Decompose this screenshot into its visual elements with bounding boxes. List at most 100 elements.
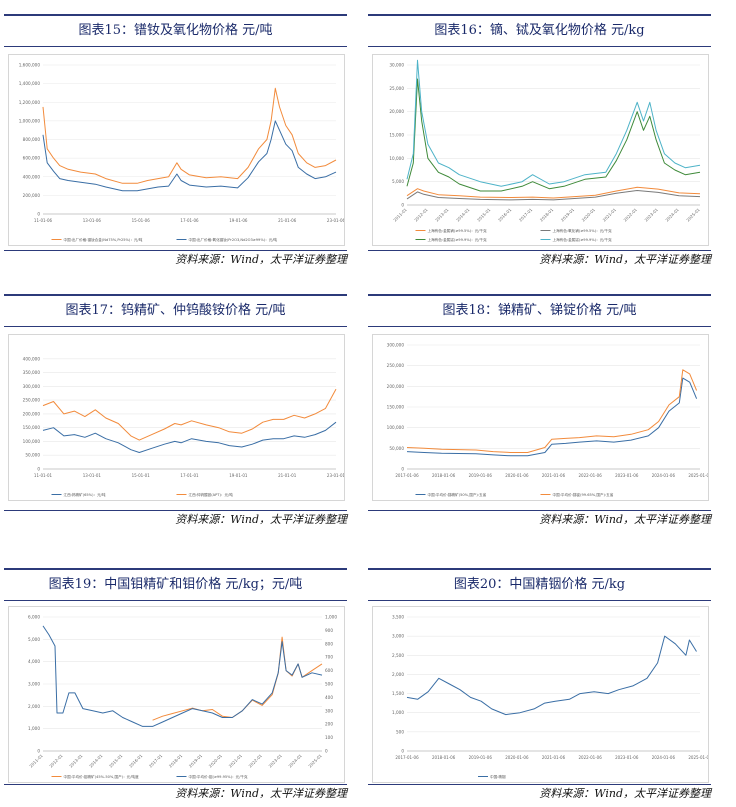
chart-box-16: 0 5,000 10,000 15,000 20,000 25,000 30,000 2011… [372,54,709,246]
y-tick-label: 1,000,000 [19,118,41,123]
legend-label: 中国:精铟 [490,774,506,779]
x-tick-label: 2015-01 [476,207,492,223]
x-tick-label: 2023-01-06 [615,755,639,760]
y-tick-label: 350,000 [23,370,41,375]
y-tick-label: 1,000 [28,726,40,731]
y-tick-label: 200,000 [23,411,41,416]
chart-16: 0 5,000 10,000 15,000 20,000 25,000 30,000 2011… [389,59,701,242]
chart-title-18: 图表18：锑精矿、锑锭价格 元/吨 [368,294,711,327]
y-tick-label: 400,000 [23,174,41,179]
y-tick-label: 20,000 [389,109,404,114]
x-tick-label: 2019-01-06 [469,755,493,760]
y-tick-label: 2,000 [392,672,404,677]
x-tick-label: 2013-01 [434,207,450,223]
series-line-0 [152,636,323,721]
x-tick-label: 2025-01 [307,753,323,769]
y-tick-label: 50,000 [25,453,40,458]
x-tick-label: 2025-01-06 [688,473,708,478]
y-tick-label: 2,500 [392,653,404,658]
y2-tick-label: 200 [325,722,333,727]
x-tick-label: 2013-01 [68,753,84,769]
series-line-1 [42,388,337,441]
x-tick-label: 2021-01-06 [542,755,566,760]
y-tick-label: 200,000 [23,193,41,198]
x-tick-label: 13-01-01 [83,473,102,478]
x-tick-label: 2024-01-06 [652,755,676,760]
chart-title-19: 图表19：中国钼精矿和钼价格 元/kg；元/吨 [4,568,347,601]
x-tick-label: 19-01-01 [229,473,248,478]
x-tick-label: 2016-01 [128,753,144,769]
x-tick-label: 23-01-01 [327,473,344,478]
y-tick-label: 0 [37,212,40,217]
y-tick-label: 400,000 [23,356,41,361]
x-tick-label: 21-01-06 [278,218,297,223]
x-tick-label: 2025-01-06 [688,755,708,760]
x-tick-label: 2014-01 [88,753,104,769]
legend-label: 上海有色:氧化镝(≥99.5%)：元/千克 [553,228,613,233]
y2-tick-label: 500 [325,682,333,687]
x-tick-label: 2022-01 [623,207,639,223]
y-tick-label: 3,500 [392,615,404,620]
x-tick-label: 2019-01-06 [469,473,493,478]
legend-label: 上海有色:金属铽(≥99.9%)：元/千克 [428,237,488,242]
y-tick-label: 0 [401,467,404,472]
y-tick-label: 30,000 [389,63,404,68]
y-tick-label: 200,000 [387,384,405,389]
chart-box-20: 0 500 1,000 1,500 2,000 2,500 3,000 3,500 2017-0… [372,606,709,783]
y-tick-label: 800,000 [23,137,41,142]
source-note-17: 资料来源：Wind，太平洋证券整理 [4,510,347,528]
y-tick-label: 10,000 [389,156,404,161]
chart-18: 0 50,000 100,000 150,000 200,000 250,000 300,0… [387,343,708,498]
chart-box-15: 0 200,000 400,000 600,000 800,000 1,000,000 1,… [8,54,345,246]
chart-title-17: 图表17：钨精矿、仲钨酸铵价格 元/吨 [4,294,347,327]
series-line-2 [406,78,701,192]
x-tick-label: 2021-01-06 [542,473,566,478]
x-tick-label: 2017-01-06 [395,755,419,760]
x-tick-label: 11-01-01 [34,473,53,478]
chart-17: 0 50,000 100,000 150,000 200,000 250,000 300,0… [23,356,344,497]
x-tick-label: 2025-01 [685,207,701,223]
x-tick-label: 2018-01 [168,753,184,769]
y-tick-label: 1,500 [392,691,404,696]
x-tick-label: 2020-01 [208,753,224,769]
x-tick-label: 2022-01-06 [579,755,603,760]
legend-label: 中国:出厂价格:镨钕合金(Nd75%,Pr25%)：元/吨 [64,237,143,242]
y-tick-label: 2,000 [28,704,40,709]
y-tick-label: 1,000 [392,710,404,715]
x-tick-label: 2011-01 [392,207,408,223]
y-tick-label: 0 [37,467,40,472]
y2-tick-label: 800 [325,641,333,646]
x-tick-label: 2017-01-06 [395,473,419,478]
y-tick-label: 250,000 [23,398,41,403]
y-tick-label: 100,000 [387,425,405,430]
series-line-1 [42,120,337,192]
y2-tick-label: 700 [325,655,333,660]
legend-label: 中国:平均价:锑精矿(50%,国产):五省 [428,492,487,497]
series-line-0 [406,186,701,199]
y-tick-label: 250,000 [387,363,405,368]
x-tick-label: 21-01-01 [278,473,297,478]
source-note-19: 资料来源：Wind，太平洋证券整理 [4,784,347,802]
series-line-1 [406,369,698,453]
chart-box-17: 0 50,000 100,000 150,000 200,000 250,000 300,0… [8,334,345,501]
source-note-20: 资料来源：Wind，太平洋证券整理 [368,784,711,802]
series-line-1 [406,190,701,201]
y-tick-label: 600,000 [23,156,41,161]
chart-15: 0 200,000 400,000 600,000 800,000 1,000,000 1,… [19,63,344,243]
x-tick-label: 2022-01-06 [579,473,603,478]
series-line-3 [406,59,701,187]
x-tick-label: 2024-01-06 [652,473,676,478]
x-tick-label: 11-01-06 [34,218,53,223]
x-tick-label: 2023-01 [267,753,283,769]
y-tick-label: 300,000 [23,384,41,389]
series-line-1 [42,625,323,727]
y-tick-label: 100,000 [23,439,41,444]
y-tick-label: 150,000 [387,405,405,410]
chart-19: 0 1,000 2,000 3,000 4,000 5,000 6,000 0 100 200 30… [28,615,337,780]
x-tick-label: 2024-01 [664,207,680,223]
legend-label: 上海有色:金属镝(≥99.5%)：元/千克 [428,228,488,233]
y2-tick-label: 1,000 [325,615,337,620]
x-tick-label: 2011-01 [28,753,44,769]
y-tick-label: 0 [401,203,404,208]
y-tick-label: 1,200,000 [19,100,41,105]
